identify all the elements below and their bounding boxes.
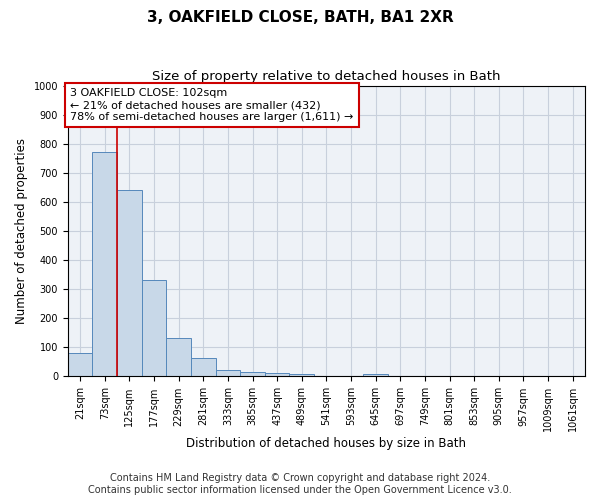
Text: Contains HM Land Registry data © Crown copyright and database right 2024.
Contai: Contains HM Land Registry data © Crown c… [88, 474, 512, 495]
Bar [240, 372, 265, 376]
Bar [117, 190, 142, 376]
Text: 3 OAKFIELD CLOSE: 102sqm
← 21% of detached houses are smaller (432)
78% of semi-: 3 OAKFIELD CLOSE: 102sqm ← 21% of detach… [70, 88, 353, 122]
Bar [166, 338, 191, 376]
Title: Size of property relative to detached houses in Bath: Size of property relative to detached ho… [152, 70, 500, 83]
Bar [191, 358, 215, 376]
Bar [142, 280, 166, 376]
Bar [289, 374, 314, 376]
Text: 3, OAKFIELD CLOSE, BATH, BA1 2XR: 3, OAKFIELD CLOSE, BATH, BA1 2XR [146, 10, 454, 25]
Bar [92, 152, 117, 376]
Bar [265, 373, 289, 376]
Bar [215, 370, 240, 376]
Y-axis label: Number of detached properties: Number of detached properties [15, 138, 28, 324]
Bar [68, 352, 92, 376]
X-axis label: Distribution of detached houses by size in Bath: Distribution of detached houses by size … [187, 437, 466, 450]
Bar [364, 374, 388, 376]
